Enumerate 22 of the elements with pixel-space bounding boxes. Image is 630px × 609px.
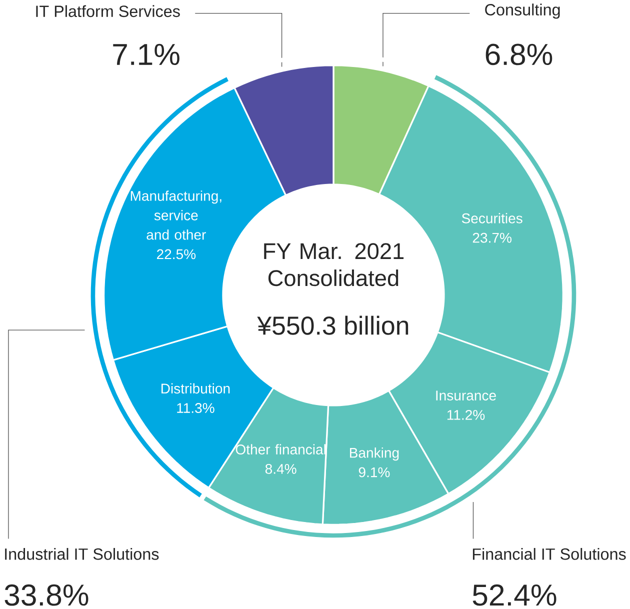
data-label: 11.2%: [447, 410, 485, 420]
slice-label: Consulting: [485, 3, 560, 18]
text: FY Mar. 2021 Consolidated: [264, 242, 404, 286]
text: ¥550.3 billion: [257, 316, 408, 335]
slice-label: Manufacturing, service and other: [130, 190, 222, 240]
slice-label: Financial IT Solutions: [472, 548, 626, 560]
data-label: 7.1%: [113, 44, 180, 65]
data-label: 9.1%: [358, 467, 390, 478]
data-label: 52.4%: [472, 584, 556, 606]
data-label: 33.8%: [4, 584, 88, 606]
data-label: 11.3%: [177, 402, 214, 413]
slice-label: Insurance: [436, 390, 496, 400]
data-label: 23.7%: [472, 232, 512, 243]
slice-label: IT Platform Services: [36, 5, 180, 17]
data-label: 22.5%: [156, 249, 196, 259]
slice-label: Industrial IT Solutions: [5, 548, 159, 560]
data-label: 6.8%: [486, 44, 552, 65]
data-label: 8.4%: [265, 464, 296, 474]
slice-label: Banking: [350, 447, 399, 460]
slice-label: Securities: [462, 212, 522, 224]
slice-label: Distribution: [162, 383, 230, 394]
slice-label: Other financial: [236, 444, 326, 454]
